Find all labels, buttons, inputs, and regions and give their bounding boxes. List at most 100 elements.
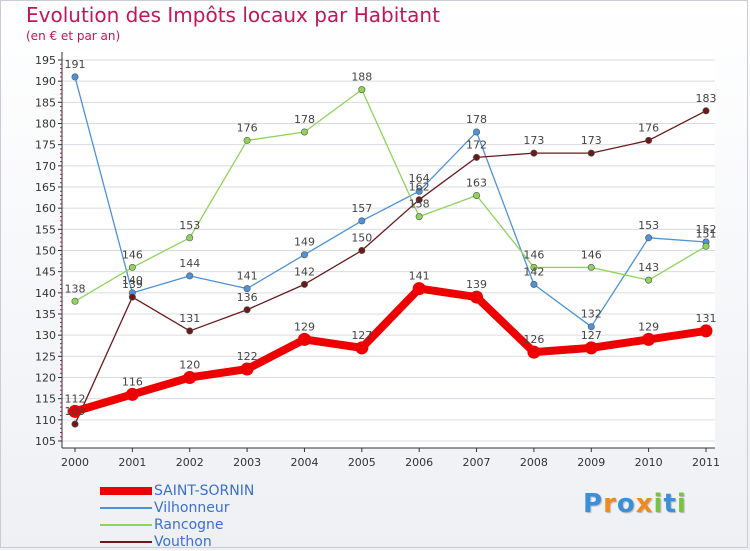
data-point [527,345,541,359]
x-tick-label: 2011 [692,456,720,469]
data-point [68,404,82,418]
data-point [473,191,481,199]
series-line-vouthon [74,110,707,425]
data-label: 176 [237,121,258,134]
data-label: 146 [581,248,602,261]
data-point [412,282,426,296]
x-tick-label: 2008 [520,456,548,469]
proxiti-logo: Proxiti [583,489,687,519]
data-point [243,306,251,314]
data-point [240,362,254,376]
data-label: 131 [179,312,200,325]
logo-letter: o [616,489,636,519]
data-label: 163 [466,176,487,189]
data-label: 188 [351,71,372,84]
data-label: 140 [122,274,143,287]
logo-letter: x [635,489,654,519]
logo-letter: r [603,489,617,519]
data-label: 158 [409,198,430,211]
data-label: 142 [294,265,315,278]
data-point [300,280,308,288]
y-tick-label: 170 [35,160,56,173]
x-tick-label: 2003 [233,456,261,469]
data-label: 157 [351,202,372,215]
data-label: 116 [122,375,143,388]
y-tick-label: 155 [35,223,56,236]
data-label: 146 [122,248,143,261]
data-label: 191 [65,58,86,71]
data-label: 120 [179,359,200,372]
data-point [415,213,423,221]
data-label: 152 [696,223,717,236]
logo-letter: P [583,489,604,519]
data-point [470,290,484,304]
x-tick-label: 2001 [118,456,146,469]
data-point [128,293,136,301]
y-tick-label: 180 [35,118,56,131]
data-label: 173 [523,134,544,147]
data-point [186,234,194,242]
data-label: 173 [581,134,602,147]
data-label: 132 [581,308,602,321]
data-point [530,263,538,271]
series-line-saint-sornin [71,284,710,416]
data-label: 178 [294,113,315,126]
data-point [297,332,311,346]
data-point [125,387,139,401]
data-label: 136 [237,291,258,304]
y-tick-label: 115 [35,393,56,406]
data-label: 172 [466,138,487,151]
data-label: 176 [638,121,659,134]
data-point [587,149,595,157]
y-tick-label: 165 [35,181,56,194]
data-point [587,263,595,271]
y-tick-label: 175 [35,139,56,152]
data-point [645,234,653,242]
data-point [183,371,197,384]
chart-subtitle: (en € et par an) [26,29,121,43]
data-label: 129 [638,320,659,333]
logo-letter: i [676,489,687,519]
data-label: 164 [409,172,430,185]
data-label: 153 [638,219,659,232]
data-point [300,251,308,259]
logo-letter: i [653,489,664,519]
y-tick-label: 130 [35,329,56,342]
data-point [358,247,366,255]
data-point [415,187,423,195]
legend-swatch [100,541,152,543]
data-label: 178 [466,113,487,126]
legend-label: SAINT-SORNIN [154,483,255,499]
legend-label: Rancogne [154,517,224,533]
data-label: 151 [696,227,717,240]
data-label: 138 [65,282,86,295]
data-point [355,341,369,355]
data-point [473,128,481,136]
data-point [243,285,251,293]
data-point [358,86,366,94]
data-label: 126 [523,333,544,346]
x-tick-label: 2006 [405,456,433,469]
data-label: 139 [122,278,143,291]
data-point [243,136,251,144]
data-point [702,107,710,115]
data-label: 109 [65,405,86,418]
data-point [587,323,595,331]
data-label: 141 [409,270,430,283]
data-point [186,327,194,335]
y-tick-label: 160 [35,202,56,215]
data-point [530,280,538,288]
data-point [473,153,481,161]
data-point [128,263,136,271]
x-tick-label: 2005 [348,456,376,469]
data-label: 144 [179,257,200,270]
data-point [702,242,710,250]
data-label: 127 [581,329,602,342]
y-tick-label: 150 [35,245,56,258]
data-point [358,217,366,225]
data-point [71,420,79,428]
legend-label: Vilhonneur [154,500,230,516]
series-line-vilhonneur [74,76,707,328]
